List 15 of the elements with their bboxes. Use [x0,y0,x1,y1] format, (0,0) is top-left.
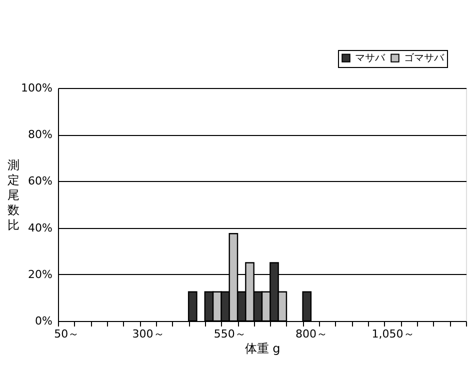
y-tick-label: 60% [28,174,52,188]
x-tick-label: 300～ [132,328,164,340]
legend-label: マサバ [355,53,386,64]
x-tick-label: 550～ [214,328,246,340]
y-tick-label: 40% [28,221,52,234]
y-tick-label: 20% [28,268,52,281]
y-tick-label: 80% [28,128,52,142]
x-tick-label: 50～ [54,328,80,340]
x-tick-label: 800～ [295,328,328,340]
y-tick-label: 0% [35,314,52,328]
x-axis-title: 体重 g [244,342,280,356]
legend-label: ゴマサバ [404,52,445,64]
y-axis-title: 測定尾数比 [8,158,20,232]
x-tick-label: 1,050～ [372,328,414,340]
y-tick-label: 100% [21,82,52,94]
